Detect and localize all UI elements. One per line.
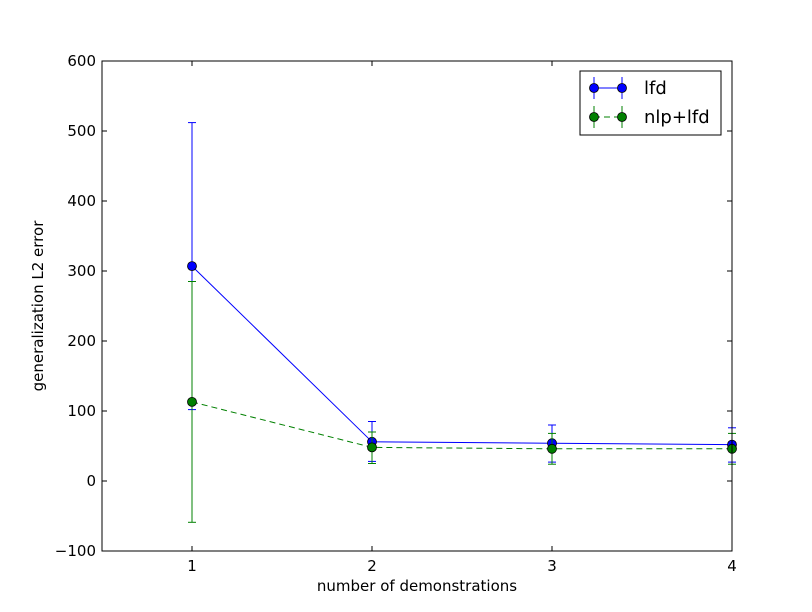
x-tick-label: 2: [367, 557, 377, 575]
data-point-nlp-lfd: [547, 443, 557, 454]
legend-marker-nlp-lfd: [589, 112, 599, 122]
y-tick-label: 500: [67, 122, 96, 140]
y-axis-label: generalization L2 error: [29, 220, 47, 392]
legend-entry-nlp-lfd: nlp+lfd: [589, 106, 710, 128]
ticks-layer: 1 2 3 4 −100 0 100 200 300 400 500 600: [55, 52, 737, 575]
x-tick-label: 3: [547, 557, 557, 575]
data-point-lfd: [187, 261, 197, 272]
y-tick-label: 400: [67, 192, 96, 210]
x-axis-label: number of demonstrations: [317, 577, 517, 595]
plot-frame: [101, 60, 733, 552]
y-tick-label: 300: [67, 262, 96, 280]
y-tick-label: 200: [67, 332, 96, 350]
y-tick-label: −100: [55, 542, 96, 560]
legend-entry-lfd: lfd: [589, 77, 667, 99]
x-tick-label: 1: [187, 557, 197, 575]
legend-marker-nlp-lfd-2: [617, 112, 627, 122]
legend-marker-lfd-2: [617, 83, 627, 93]
data-point-nlp-lfd: [367, 442, 377, 453]
series-line-nlp-lfd: [191, 401, 732, 450]
series-line-lfd: [191, 265, 733, 446]
x-tick-label: 4: [727, 557, 737, 575]
plot-area: [102, 61, 732, 551]
legend-box: [579, 70, 722, 136]
legend: lfd nlp+lfd: [579, 70, 722, 136]
y-tick-label: 600: [67, 52, 96, 70]
legend-label-lfd: lfd: [644, 78, 667, 99]
y-tick-label: 0: [86, 472, 96, 490]
legend-label-nlp-lfd: nlp+lfd: [644, 107, 710, 128]
legend-marker-lfd: [589, 83, 599, 93]
y-tick-label: 100: [67, 402, 96, 420]
data-point-nlp-lfd: [187, 396, 197, 407]
